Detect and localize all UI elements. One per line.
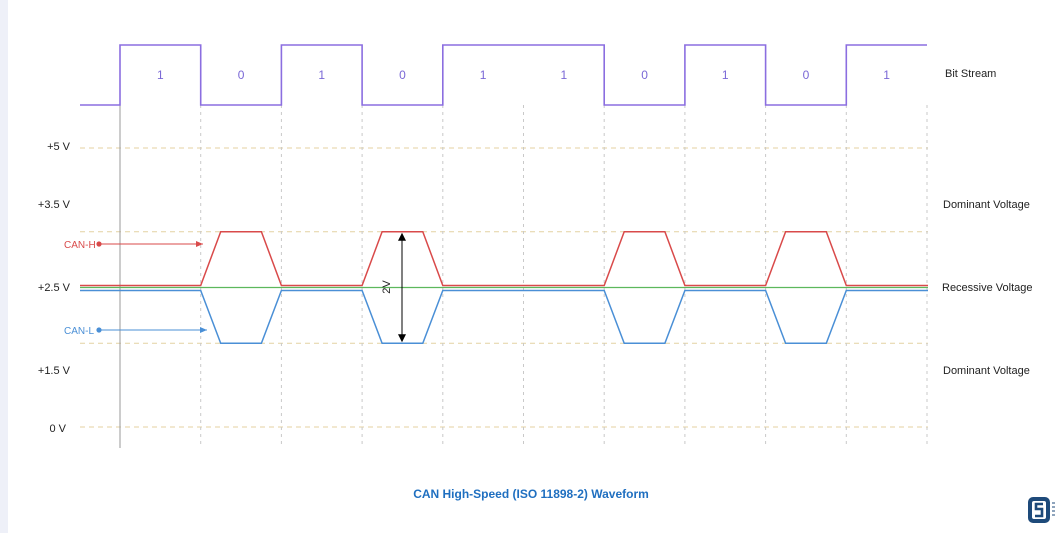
can-l-label: CAN-L (64, 326, 94, 337)
dominant-voltage-label-top: Dominant Voltage (943, 199, 1030, 211)
bit-stream: 1 0 1 0 1 1 0 1 0 1 (80, 44, 927, 106)
difference-arrowhead-down (398, 334, 406, 343)
can-l-arrowhead (200, 327, 207, 333)
can-h-arrowhead (196, 241, 203, 247)
can-h-label: CAN-H (64, 240, 96, 251)
voltage-label-0v: 0 V (49, 423, 66, 435)
dominant-voltage-label-bottom: Dominant Voltage (943, 365, 1030, 377)
bit-stream-label: Bit Stream (945, 68, 996, 80)
voltage-label-2-5v: +2.5 V (38, 282, 71, 294)
left-margin-strip (0, 0, 8, 533)
circuitstate-logo-icon (1028, 497, 1055, 523)
bit-value: 0 (238, 68, 245, 82)
bit-value: 1 (883, 68, 890, 82)
bit-value: 1 (722, 68, 729, 82)
bit-stream-line (80, 44, 927, 106)
bit-value: 0 (399, 68, 406, 82)
voltage-label-3-5v: +3.5 V (38, 199, 71, 211)
bit-value: 1 (480, 68, 487, 82)
can-h-waveform (80, 230, 928, 287)
bit-value: 1 (561, 68, 568, 82)
grid-lines (80, 105, 928, 448)
difference-arrowhead-up (398, 232, 406, 241)
can-signals (80, 230, 928, 345)
can-l-waveform (80, 289, 928, 345)
bit-value: 1 (318, 68, 325, 82)
bit-value: 1 (157, 68, 164, 82)
bit-value: 0 (803, 68, 810, 82)
difference-label: 2V (381, 280, 393, 294)
recessive-voltage-label: Recessive Voltage (942, 282, 1033, 294)
voltage-label-5v: +5 V (47, 141, 71, 153)
voltage-label-1-5v: +1.5 V (38, 365, 71, 377)
bit-value: 0 (641, 68, 648, 82)
diagram-title: CAN High-Speed (ISO 11898-2) Waveform (413, 487, 649, 501)
